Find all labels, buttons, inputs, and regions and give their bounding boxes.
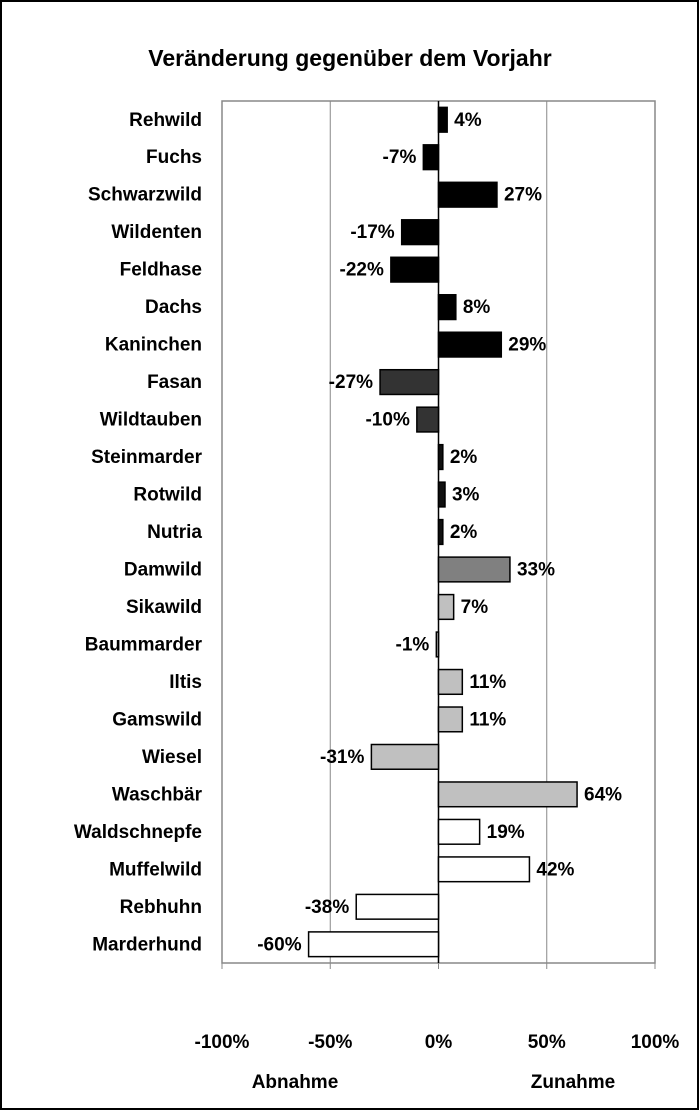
y-tick-label: Nutria bbox=[147, 522, 202, 543]
value-label: 27% bbox=[504, 185, 542, 206]
y-tick-label: Sikawild bbox=[126, 597, 202, 618]
y-tick-label: Waschbär bbox=[112, 784, 203, 805]
y-tick-label: Dachs bbox=[145, 297, 202, 318]
y-tick-label: Gamswild bbox=[112, 709, 202, 730]
bar bbox=[437, 106, 448, 133]
y-tick-label: Damwild bbox=[124, 559, 202, 580]
x-tick-label: -50% bbox=[308, 1032, 352, 1053]
y-tick-label: Waldschnepfe bbox=[74, 822, 202, 843]
bar bbox=[400, 219, 440, 246]
value-label: -10% bbox=[365, 410, 409, 431]
bar bbox=[437, 181, 498, 208]
annotation: Zunahme bbox=[531, 1072, 615, 1093]
bar bbox=[390, 256, 440, 283]
bar bbox=[437, 556, 511, 583]
y-tick-label: Fuchs bbox=[146, 147, 202, 168]
value-label: 2% bbox=[450, 447, 478, 468]
bar bbox=[437, 706, 464, 733]
y-tick-label: Muffelwild bbox=[109, 859, 202, 880]
x-tick-label: 0% bbox=[425, 1032, 453, 1053]
bar bbox=[435, 631, 440, 658]
bar bbox=[437, 518, 444, 546]
value-label: 29% bbox=[508, 335, 546, 356]
value-label: -1% bbox=[396, 634, 430, 655]
y-tick-label: Rotwild bbox=[133, 485, 202, 506]
annotation: Abnahme bbox=[252, 1072, 339, 1093]
x-tick-label: 50% bbox=[528, 1032, 566, 1053]
value-label: -38% bbox=[305, 897, 349, 918]
bar bbox=[437, 781, 578, 808]
y-tick-label: Rehwild bbox=[129, 110, 202, 131]
y-tick-label: Rebhuhn bbox=[120, 897, 202, 918]
y-tick-label: Fasan bbox=[147, 372, 202, 393]
value-label: 11% bbox=[469, 672, 506, 693]
bar bbox=[437, 668, 464, 696]
x-tick-label: 100% bbox=[631, 1032, 680, 1053]
bar bbox=[437, 443, 444, 471]
bar bbox=[437, 856, 531, 883]
y-tick-label: Wildenten bbox=[111, 222, 202, 243]
bar bbox=[437, 593, 455, 621]
y-tick-label: Feldhase bbox=[120, 260, 202, 281]
value-label: 19% bbox=[487, 822, 525, 843]
y-tick-label: Wildtauben bbox=[100, 410, 202, 431]
bar bbox=[370, 743, 440, 770]
value-label: 42% bbox=[536, 859, 574, 880]
y-tick-label: Kaninchen bbox=[105, 335, 202, 356]
value-label: 3% bbox=[452, 485, 480, 506]
value-label: -22% bbox=[340, 260, 384, 281]
y-tick-label: Marderhund bbox=[92, 934, 202, 955]
bar bbox=[422, 144, 440, 171]
value-label: -17% bbox=[350, 222, 394, 243]
value-label: 4% bbox=[454, 110, 482, 131]
y-tick-label: Baummarder bbox=[85, 634, 203, 655]
value-label: 7% bbox=[461, 597, 489, 618]
y-tick-label: Wiesel bbox=[142, 747, 202, 768]
chart-title: Veränderung gegenüber dem Vorjahr bbox=[148, 45, 551, 71]
value-label: -7% bbox=[383, 147, 417, 168]
bar bbox=[437, 481, 446, 508]
bar bbox=[437, 818, 481, 845]
value-label: 8% bbox=[463, 297, 491, 318]
x-tick-label: -100% bbox=[195, 1032, 250, 1053]
bar bbox=[379, 368, 440, 396]
value-label: -31% bbox=[320, 747, 364, 768]
bar bbox=[437, 331, 503, 358]
bar bbox=[437, 294, 457, 321]
value-label: -27% bbox=[329, 372, 373, 393]
value-label: 64% bbox=[584, 784, 622, 805]
y-tick-label: Steinmarder bbox=[91, 447, 202, 468]
value-label: 2% bbox=[450, 522, 478, 543]
bar bbox=[307, 931, 440, 958]
bar bbox=[355, 893, 440, 920]
value-label: -60% bbox=[257, 934, 301, 955]
y-tick-label: Schwarzwild bbox=[88, 185, 202, 206]
value-label: 11% bbox=[469, 709, 506, 730]
value-label: 33% bbox=[517, 559, 555, 580]
y-tick-label: Iltis bbox=[169, 672, 202, 693]
bar bbox=[416, 406, 440, 433]
